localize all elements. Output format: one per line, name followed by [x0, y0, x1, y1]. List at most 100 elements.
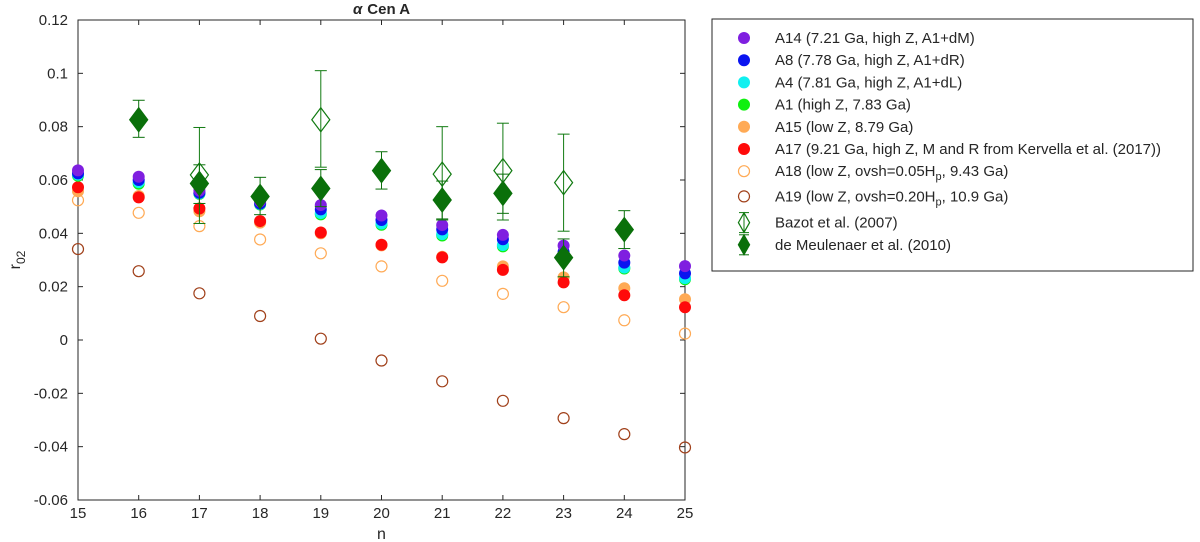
legend-item: Bazot et al. (2007)	[737, 211, 898, 234]
x-tick-label: 17	[191, 505, 208, 522]
legend-label: A18 (low Z, ovsh=0.05Hp, 9.43 Ga)	[775, 163, 1008, 183]
legend-item: A1 (high Z, 7.83 Ga)	[738, 97, 911, 114]
data-point	[496, 287, 509, 300]
y-tick-label: -0.06	[34, 492, 68, 509]
x-tick-label: 16	[130, 505, 147, 522]
data-point	[72, 164, 84, 177]
data-point	[250, 183, 270, 210]
legend-label: de Meulenaer et al. (2010)	[775, 237, 951, 254]
x-tick-label: 20	[373, 505, 390, 522]
data-point	[738, 32, 750, 44]
data-point	[132, 191, 145, 204]
data-point	[493, 180, 513, 207]
plot-area	[77, 19, 686, 501]
y-label-main: r	[7, 263, 24, 269]
y-tick-label: 0.1	[47, 65, 68, 82]
data-point	[618, 249, 631, 262]
data-point	[738, 54, 750, 67]
legend-label-main: A18 (low Z, ovsh=0.05H	[775, 163, 936, 180]
data-point	[314, 247, 327, 260]
data-point	[553, 244, 574, 271]
y-tick-label: -0.02	[34, 385, 68, 402]
data-point	[679, 260, 691, 273]
data-point	[738, 120, 750, 133]
legend-item: A14 (7.21 Ga, high Z, A1+dM)	[738, 30, 975, 47]
data-point	[737, 190, 751, 203]
y-tick-label: 0.04	[39, 225, 68, 242]
x-tick-label: 23	[555, 505, 572, 522]
legend	[711, 18, 1194, 272]
data-point	[72, 181, 84, 194]
legend-label: A4 (7.81 Ga, high Z, A1+dL)	[775, 74, 962, 91]
legend-item: A17 (9.21 Ga, high Z, M and R from Kerve…	[738, 141, 1161, 158]
data-point	[553, 169, 574, 196]
y-tick-label: 0.08	[39, 119, 68, 136]
data-point	[71, 242, 85, 256]
data-point	[254, 215, 267, 228]
data-point	[311, 175, 331, 202]
data-point	[436, 375, 449, 388]
legend-label-sub: p	[936, 171, 942, 183]
legend-item: de Meulenaer et al. (2010)	[737, 233, 951, 256]
data-point	[436, 219, 449, 232]
data-point	[618, 314, 631, 327]
legend-label: A15 (low Z, 8.79 Ga)	[775, 119, 913, 136]
legend-label: A1 (high Z, 7.83 Ga)	[775, 97, 911, 114]
x-tick-label: 25	[677, 505, 694, 522]
legend-item: A19 (low Z, ovsh=0.20Hp, 10.9 Ga)	[737, 188, 1008, 208]
data-point	[375, 238, 388, 251]
data-point	[738, 143, 750, 155]
data-point	[557, 301, 570, 314]
x-tick-label: 15	[70, 505, 87, 522]
y-tick-label: 0.02	[39, 279, 68, 296]
legend-item: A18 (low Z, ovsh=0.05Hp, 9.43 Ga)	[737, 163, 1008, 183]
data-point	[132, 265, 145, 278]
legend-label: A19 (low Z, ovsh=0.20Hp, 10.9 Ga)	[775, 188, 1008, 208]
legend-label: A8 (7.78 Ga, high Z, A1+dR)	[775, 52, 965, 69]
legend-label: Bazot et al. (2007)	[775, 215, 898, 232]
legend-label-sub: p	[936, 196, 942, 208]
data-point	[678, 441, 692, 454]
data-point	[132, 206, 145, 219]
data-point	[436, 274, 449, 287]
legend-label-main: A19 (low Z, ovsh=0.20H	[775, 188, 936, 205]
data-point	[128, 106, 149, 133]
legend-label: A14 (7.21 Ga, high Z, A1+dM)	[775, 30, 975, 47]
data-point	[496, 263, 509, 276]
data-point	[737, 233, 751, 256]
legend-label-tail: , 9.43 Ga)	[942, 163, 1009, 180]
data-point	[311, 106, 331, 133]
data-point	[557, 276, 570, 289]
data-point	[496, 228, 509, 241]
x-tick-label: 19	[312, 505, 329, 522]
legend-label: A17 (9.21 Ga, high Z, M and R from Kerve…	[775, 141, 1161, 158]
y-axis-label: r02	[7, 250, 28, 269]
data-point	[737, 165, 751, 178]
data-point	[436, 251, 449, 264]
x-tick-label: 18	[252, 505, 269, 522]
data-point	[254, 233, 267, 246]
x-tick-label: 22	[495, 505, 512, 522]
data-point	[189, 170, 210, 197]
data-point	[375, 260, 388, 273]
data-point	[371, 157, 392, 184]
data-point	[738, 98, 750, 111]
chart-title: α Cen A	[353, 1, 410, 18]
series-7	[71, 242, 692, 454]
data-point	[254, 309, 267, 323]
data-point	[375, 209, 388, 222]
data-point	[432, 187, 452, 213]
data-point	[737, 211, 751, 234]
data-point	[132, 170, 145, 183]
y-tick-label: 0.06	[39, 172, 68, 189]
data-point	[314, 226, 327, 239]
y-label-sub: 02	[14, 250, 28, 264]
data-point	[618, 289, 631, 302]
legend-item: A4 (7.81 Ga, high Z, A1+dL)	[738, 74, 962, 91]
data-point	[678, 327, 692, 340]
legend-item: A8 (7.78 Ga, high Z, A1+dR)	[738, 52, 965, 69]
legend-label-tail: , 10.9 Ga)	[942, 188, 1009, 205]
data-point	[496, 394, 509, 407]
y-tick-label: -0.04	[34, 439, 68, 456]
